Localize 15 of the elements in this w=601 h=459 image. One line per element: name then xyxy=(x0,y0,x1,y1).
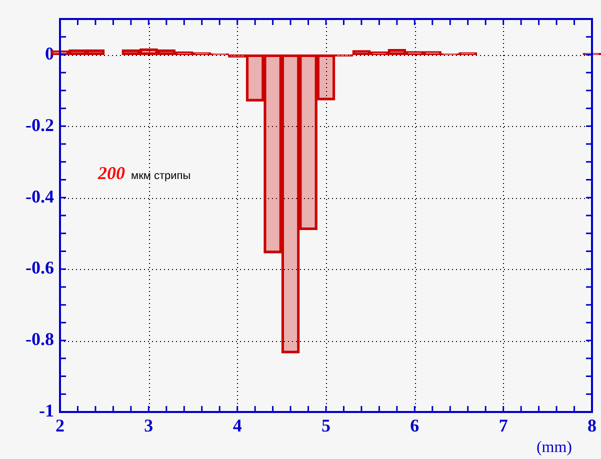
annotation: мкм стрипы xyxy=(131,170,191,182)
x-tick-label: 5 xyxy=(322,415,330,436)
y-tick-label: -1 xyxy=(39,400,54,421)
y-tick-label: -0.2 xyxy=(26,114,54,135)
x-axis-title: (mm) xyxy=(536,439,572,456)
x-tick-label: 7 xyxy=(498,415,508,436)
x-tick-label: 2 xyxy=(56,415,64,436)
y-tick-label: -0.8 xyxy=(26,329,54,350)
y-tick-label: -0.6 xyxy=(26,258,54,278)
x-tick-label: 8 xyxy=(588,415,596,436)
y-tick-label: -0.4 xyxy=(26,186,54,206)
annotation: 200 xyxy=(97,163,125,183)
x-tick-label: 6 xyxy=(410,415,420,436)
x-tick-label: 3 xyxy=(144,415,154,436)
x-tick-label: 4 xyxy=(232,415,242,436)
